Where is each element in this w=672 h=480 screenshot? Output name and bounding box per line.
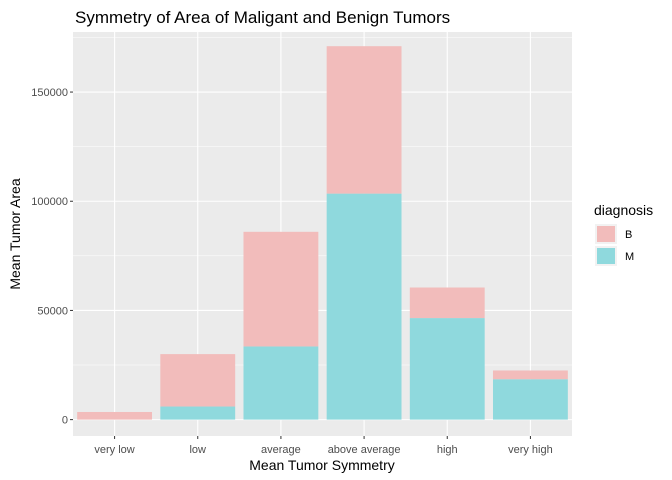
bar-b bbox=[160, 354, 236, 407]
legend-label-b: B bbox=[625, 229, 632, 241]
bar-m bbox=[326, 193, 402, 420]
bar-b bbox=[326, 46, 402, 194]
plot-panel bbox=[73, 32, 572, 436]
bar-b bbox=[492, 370, 568, 380]
legend: diagnosis B M bbox=[594, 202, 653, 266]
y-axis: 0 50000 100000 150000 bbox=[31, 87, 73, 427]
x-tick-label: low bbox=[189, 444, 206, 456]
bar-m bbox=[243, 346, 319, 420]
x-tick-label: very high bbox=[508, 444, 553, 456]
chart-title: Symmetry of Area of Maligant and Benign … bbox=[75, 8, 450, 27]
y-tick-label: 0 bbox=[62, 415, 68, 427]
y-axis-title: Mean Tumor Area bbox=[7, 178, 23, 289]
legend-label-m: M bbox=[625, 251, 634, 263]
x-axis: very low low average above average high very … bbox=[94, 436, 553, 456]
legend-title: diagnosis bbox=[594, 202, 653, 218]
bar-m bbox=[492, 379, 568, 420]
bars bbox=[77, 46, 568, 420]
x-axis-title: Mean Tumor Symmetry bbox=[249, 457, 394, 473]
bar-m bbox=[160, 406, 236, 420]
x-tick-label: average bbox=[261, 444, 301, 456]
bar-b bbox=[77, 411, 153, 420]
x-tick-label: above average bbox=[328, 444, 401, 456]
y-tick-label: 150000 bbox=[31, 87, 68, 99]
x-tick-label: very low bbox=[94, 444, 134, 456]
legend-swatch-b bbox=[597, 226, 615, 242]
x-tick-label: high bbox=[437, 444, 458, 456]
bar-b bbox=[243, 231, 319, 347]
legend-swatch-m bbox=[597, 248, 615, 264]
bar-b bbox=[409, 287, 485, 319]
y-tick-label: 50000 bbox=[37, 305, 68, 317]
bar-m bbox=[409, 318, 485, 420]
y-tick-label: 100000 bbox=[31, 196, 68, 208]
